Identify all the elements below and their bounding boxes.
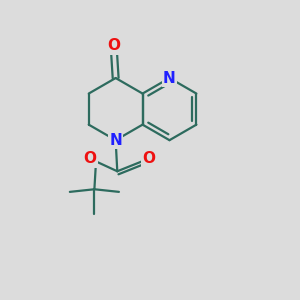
- Text: N: N: [109, 133, 122, 148]
- Text: N: N: [163, 70, 176, 86]
- Text: O: O: [107, 38, 121, 53]
- Text: O: O: [142, 151, 155, 166]
- Text: O: O: [84, 151, 97, 166]
